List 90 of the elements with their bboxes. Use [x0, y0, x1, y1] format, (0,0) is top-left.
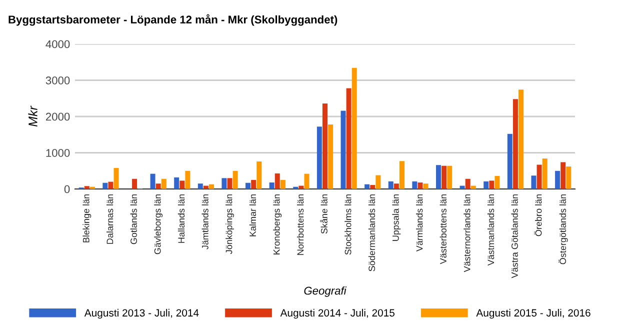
- bar: [442, 166, 447, 189]
- bar: [174, 177, 180, 189]
- bar: [185, 170, 190, 189]
- bar: [161, 178, 166, 189]
- bar: [470, 186, 476, 189]
- x-tick-label: Jönköpings län: [226, 194, 234, 254]
- bar: [489, 180, 494, 189]
- bar: [542, 158, 548, 189]
- x-tick-label: Östergötlands län: [558, 194, 568, 264]
- bar: [198, 184, 203, 189]
- x-tick-label: Västmanlands län: [487, 194, 494, 266]
- bar: [102, 182, 108, 189]
- bar: [388, 181, 394, 189]
- bar: [560, 162, 566, 189]
- y-tick-label: 3000: [46, 76, 70, 84]
- x-tick-label: Blekinge län: [82, 194, 92, 242]
- bar: [232, 170, 238, 189]
- bar: [412, 181, 418, 189]
- x-axis-title: Geografi: [304, 286, 347, 297]
- bar: [536, 164, 542, 189]
- bar: [156, 184, 161, 189]
- bar: [460, 186, 465, 189]
- bar: [251, 180, 256, 189]
- x-tick-label: Kalmar län: [249, 194, 256, 236]
- x-tick-label: Södermanlands län: [368, 194, 376, 272]
- bar: [436, 165, 441, 189]
- x-tick-label: Västernorrlands län: [464, 194, 470, 272]
- x-tick-label: Kronobergs län: [273, 194, 282, 254]
- bar: [418, 182, 423, 189]
- bar: [316, 126, 322, 189]
- bar: [346, 88, 352, 189]
- bar: [507, 134, 512, 189]
- y-tick-label: 4000: [46, 40, 70, 48]
- bar: [566, 166, 572, 189]
- bar: [494, 176, 500, 189]
- bar: [394, 184, 399, 189]
- x-tick-label: Skåne län: [320, 194, 328, 234]
- bar: [555, 170, 560, 189]
- x-tick-label: Västerbottens län: [440, 194, 446, 264]
- bar: [246, 182, 251, 189]
- bar: [84, 186, 90, 189]
- bar: [298, 186, 304, 189]
- chart-title: Byggstartsbarometer - Löpande 12 mån - Mkr (Skolbyggandet): [8, 14, 338, 26]
- x-tick-label: Gotlands län: [130, 194, 137, 244]
- x-tick-label: Dalarnas län: [106, 194, 114, 244]
- bar: [227, 178, 232, 189]
- bar: [322, 103, 328, 189]
- bar: [328, 124, 334, 189]
- bar: [114, 168, 119, 189]
- bar: [399, 161, 404, 189]
- bar: [512, 99, 518, 189]
- bar: [376, 175, 381, 189]
- bar: [108, 182, 114, 189]
- bar: [518, 90, 524, 189]
- x-tick-label: Jämtlands län: [202, 194, 208, 250]
- bar: [256, 161, 262, 189]
- bar: [465, 178, 470, 189]
- bar: [304, 174, 310, 189]
- legend-label: Augusti 2015 - Juli, 2016: [476, 308, 590, 319]
- bar: [340, 110, 346, 189]
- y-tick-label: 2000: [46, 112, 70, 121]
- bar: [370, 185, 376, 189]
- x-tick-label: Hallands län: [178, 194, 185, 243]
- x-tick-label: Norrbottens län: [296, 194, 304, 255]
- y-tick-label: 0: [64, 185, 70, 194]
- bar: [150, 174, 156, 189]
- bar: [484, 181, 489, 189]
- bar: [280, 180, 286, 189]
- bar: [209, 184, 214, 189]
- bar: [423, 184, 428, 189]
- legend-label: Augusti 2013 - Juli, 2014: [84, 308, 199, 319]
- bar: [531, 176, 536, 189]
- x-tick-label: Örebro län: [534, 194, 542, 236]
- legend-label: Augusti 2014 - Juli, 2015: [280, 308, 394, 319]
- x-tick-label: Uppsala län: [392, 194, 401, 241]
- x-tick-label: Gävleborgs län: [154, 194, 163, 254]
- bar: [364, 184, 370, 189]
- bar: [269, 182, 274, 189]
- bar: [274, 173, 280, 189]
- bar: [180, 180, 185, 189]
- bar: [222, 178, 227, 189]
- bar: [132, 178, 138, 189]
- y-axis-title: Mkr: [28, 106, 38, 127]
- bar: [352, 68, 357, 189]
- x-tick-label: Stockholms län: [344, 194, 352, 255]
- x-tick-label: Värmlands län: [416, 194, 423, 252]
- bar: [447, 166, 452, 189]
- x-tick-label: Västra Götalands län: [511, 194, 518, 278]
- y-tick-label: 1000: [46, 149, 70, 157]
- bar: [203, 186, 208, 189]
